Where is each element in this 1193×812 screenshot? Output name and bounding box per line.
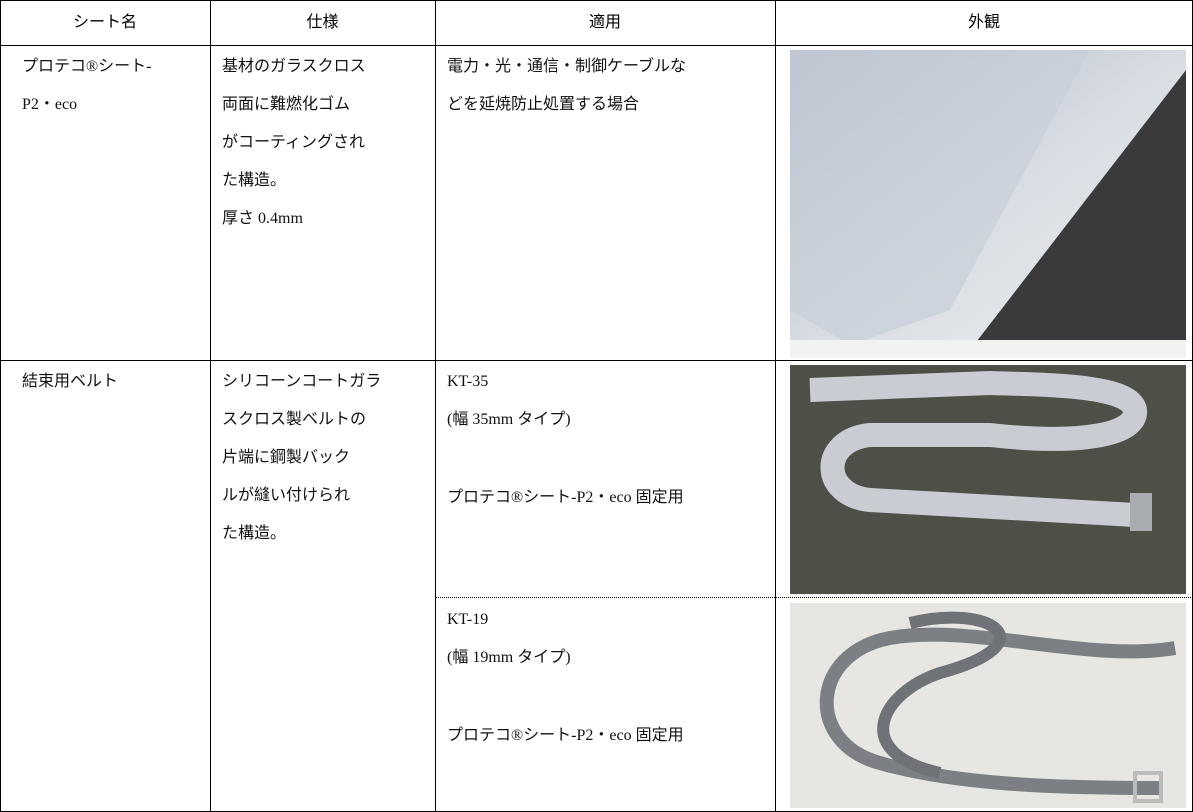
text-line: スクロス製ベルトの [222, 411, 367, 428]
header-cell: 外観 [967, 14, 1000, 31]
name-cell: 結束用ベルト [22, 363, 118, 401]
text-line: た構造。 [222, 172, 287, 189]
text-line: た構造。 [222, 525, 287, 542]
spec-cell: 基材のガラスクロス 両面に難燃化ゴム がコーティングされ た構造。厚さ 0.4mm [222, 48, 366, 238]
rule [775, 0, 776, 812]
text-line: ルが縫い付けられ [222, 487, 351, 504]
header-cell: 仕様 [306, 14, 339, 31]
rule [210, 0, 211, 812]
text-line: 両面に難燃化ゴム [222, 96, 351, 113]
text-line: がコーティングされ [222, 134, 366, 151]
text-line: 厚さ 0.4mm [222, 210, 303, 227]
photo-belt-35 [790, 365, 1186, 594]
text-line: 結束用ベルト [22, 373, 119, 390]
text-line: 片端に鋼製バック [222, 449, 351, 466]
variant-cell: KT-19 (幅 19mm タイプ) プロテコ®シート-P2・eco 固定用 [447, 601, 684, 755]
usage: プロテコ®シート-P2・eco 固定用 [447, 727, 684, 744]
photo-sheet [790, 50, 1186, 358]
width: (幅 35mm タイプ) [447, 411, 571, 428]
header-cell: 適用 [588, 14, 621, 31]
name-cell: プロテコ®シート- P2・eco [22, 48, 152, 124]
rule [435, 0, 436, 812]
rule [0, 45, 1193, 46]
usage-cell: 電力・光・通信・制御ケーブルな どを延焼防止処置する場合 [447, 48, 686, 124]
spec-cell: シリコーンコートガラ スクロス製ベルトの 片端に鋼製バック ルが縫い付けられ た構造。 [222, 363, 381, 553]
header-cell: シート名 [72, 14, 137, 31]
photo-belt-19 [790, 603, 1186, 808]
rule [0, 360, 1193, 361]
model: KT-35 [447, 373, 489, 390]
variant-cell: KT-35 (幅 35mm タイプ) プロテコ®シート-P2・eco 固定用 [447, 363, 684, 517]
text-line: シリコーンコートガラ [222, 373, 382, 390]
text-line: プロテコ®シート- [22, 58, 152, 75]
text-line: どを延焼防止処置する場合 [447, 96, 640, 113]
width: (幅 19mm タイプ) [447, 649, 571, 666]
model: KT-19 [447, 611, 489, 628]
text-line: 基材のガラスクロス [222, 58, 366, 75]
text-line: 電力・光・通信・制御ケーブルな [447, 58, 687, 75]
rule [0, 0, 1193, 1]
usage: プロテコ®シート-P2・eco 固定用 [447, 489, 684, 506]
rule [435, 597, 1193, 598]
rule [0, 0, 1, 812]
text-line: P2・eco [22, 96, 78, 113]
